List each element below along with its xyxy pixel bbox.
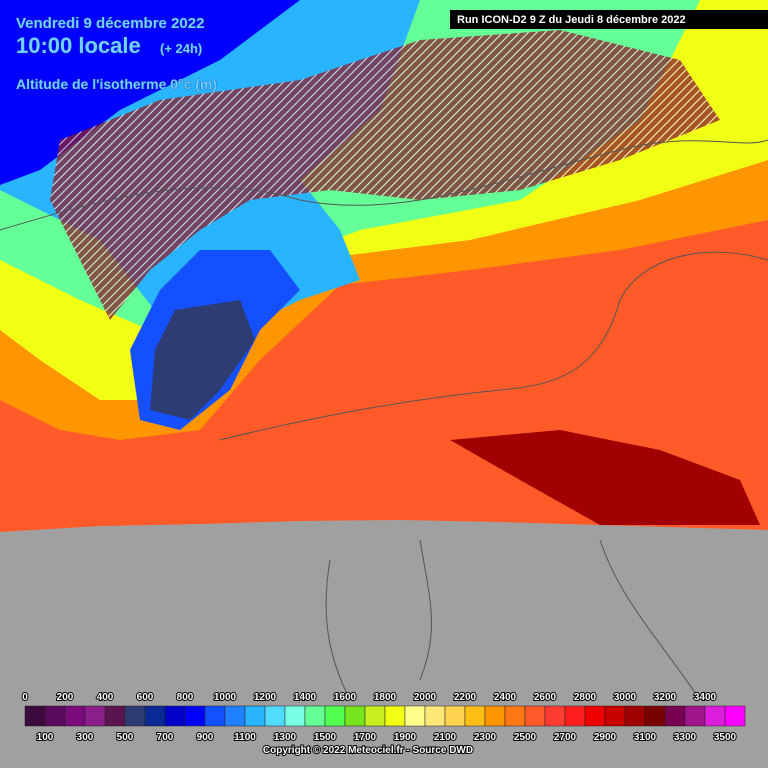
- legend-swatch: [324, 705, 346, 727]
- legend-label: 3400: [694, 692, 717, 703]
- legend-swatch: [404, 705, 426, 727]
- forecast-time: 10:00 locale: [16, 33, 141, 58]
- forecast-offset: (+ 24h): [160, 41, 202, 56]
- legend-label: 2400: [494, 692, 517, 703]
- legend-swatch: [624, 705, 646, 727]
- legend-swatch: [524, 705, 546, 727]
- legend-swatch: [24, 705, 46, 727]
- color-legend: 0 100 200 300 400 500 600 700 800 900 1000 1100 1200…: [21, 691, 746, 744]
- legend-label: 2100: [434, 732, 457, 743]
- legend-label: 2300: [474, 732, 497, 743]
- field-navy: [150, 300, 255, 420]
- alps-hatch: [50, 30, 720, 320]
- legend-swatch: [564, 705, 586, 727]
- legend-label: 1600: [334, 692, 357, 703]
- legend-swatch: [124, 705, 146, 727]
- legend-swatch: [364, 705, 386, 727]
- legend-label: 3200: [654, 692, 677, 703]
- legend-label: 1900: [394, 732, 417, 743]
- legend-label: 3500: [714, 732, 737, 743]
- legend-label: 200: [57, 692, 74, 703]
- legend-label: 3100: [634, 732, 657, 743]
- legend-label: 800: [177, 692, 194, 703]
- legend-swatch: [584, 705, 606, 727]
- legend-swatch: [184, 705, 206, 727]
- legend-label: 0: [22, 692, 28, 703]
- legend-label: 1100: [234, 732, 256, 743]
- legend-label: 1200: [254, 692, 277, 703]
- legend-label: 2200: [454, 692, 477, 703]
- legend-swatch: [644, 705, 666, 727]
- legend-swatch: [444, 705, 466, 727]
- legend-label: 700: [157, 732, 174, 743]
- legend-label: 1500: [314, 732, 337, 743]
- legend-swatch: [284, 705, 306, 727]
- legend-label: 3300: [674, 732, 697, 743]
- copyright: Copyright © 2022 Meteociel.fr - Source D…: [263, 745, 473, 756]
- legend-label: 2700: [554, 732, 577, 743]
- legend-swatch: [684, 705, 706, 727]
- legend-swatch: [604, 705, 626, 727]
- legend-label: 3000: [614, 692, 637, 703]
- legend-swatch: [204, 705, 226, 727]
- legend-label: 500: [117, 732, 134, 743]
- legend-label: 900: [197, 732, 214, 743]
- legend-swatch: [464, 705, 486, 727]
- legend-label: 600: [137, 692, 154, 703]
- legend-swatch: [484, 705, 506, 727]
- legend-label: 1300: [274, 732, 297, 743]
- legend-swatch: [144, 705, 166, 727]
- run-banner: [450, 10, 768, 29]
- legend-swatch: [544, 705, 566, 727]
- variable-name: Altitude de l'isotherme 0°c (m): [16, 76, 217, 92]
- legend-label: 400: [97, 692, 114, 703]
- legend-swatch: [384, 705, 406, 727]
- run-info: Run ICON-D2 9 Z du Jeudi 8 décembre 2022: [457, 14, 686, 26]
- legend-label: 1800: [374, 692, 397, 703]
- legend-label: 2000: [414, 692, 437, 703]
- legend-swatch: [264, 705, 286, 727]
- legend-swatch: [64, 705, 86, 727]
- legend-label: 2600: [534, 692, 557, 703]
- legend-label: 2800: [574, 692, 597, 703]
- legend-label: 100: [37, 732, 54, 743]
- legend-label: 1700: [354, 732, 377, 743]
- legend-label: 1000: [214, 692, 237, 703]
- legend-label: 1400: [294, 692, 317, 703]
- legend-swatch: [104, 705, 126, 727]
- legend-swatch: [424, 705, 446, 727]
- legend-label: 300: [77, 732, 94, 743]
- legend-label: 2500: [514, 732, 537, 743]
- legend-swatch: [244, 705, 266, 727]
- field-darkred: [450, 430, 760, 525]
- borders: [0, 139, 768, 701]
- legend-swatch: [664, 705, 686, 727]
- forecast-date: Vendredi 9 décembre 2022: [16, 15, 204, 32]
- legend-swatch: [724, 705, 746, 727]
- legend-swatch: [344, 705, 366, 727]
- legend-swatch: [84, 705, 106, 727]
- legend-label: 2900: [594, 732, 617, 743]
- legend-swatch: [164, 705, 186, 727]
- legend-swatch: [504, 705, 526, 727]
- legend-swatch: [44, 705, 66, 727]
- legend-swatch: [704, 705, 726, 727]
- legend-swatch: [304, 705, 326, 727]
- legend-swatch: [224, 705, 246, 727]
